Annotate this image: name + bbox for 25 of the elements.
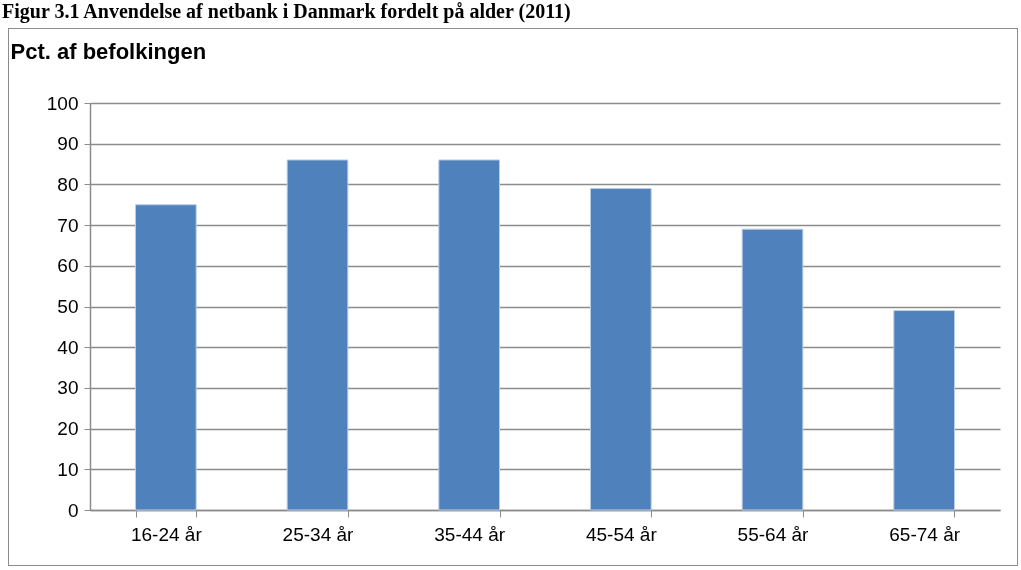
y-tick-label: 20 (57, 418, 79, 440)
y-tick-label: 10 (57, 458, 79, 480)
y-tick-label: 70 (57, 214, 79, 236)
chart-title: Figur 3.1 Anvendelse af netbank i Danmark fordelt på alder (2011) (2, 0, 571, 23)
y-tick-label: 40 (57, 336, 79, 358)
bar (438, 159, 500, 511)
y-tick-label: 50 (57, 296, 79, 317)
y-axis-title: Pct. af befolkingen (10, 38, 207, 64)
x-tick-label: 45-54 år (585, 523, 658, 545)
y-tick-label: 60 (57, 255, 79, 277)
bar (286, 159, 349, 511)
x-tick-label: 16-24 år (130, 523, 203, 545)
bar (590, 187, 652, 511)
y-tick-label: 0 (67, 499, 79, 521)
y-tick-label: 80 (57, 173, 79, 195)
x-tick-label: 55-64 år (737, 523, 810, 545)
x-tick-label: 25-34 år (282, 523, 355, 545)
bar (893, 310, 955, 511)
x-tick-label: 35-44 år (434, 523, 506, 545)
x-tick-label: 65-74 år (889, 523, 961, 545)
y-tick-label: 30 (57, 377, 79, 399)
bar (135, 204, 197, 511)
bar (741, 228, 804, 511)
y-tick-label: 90 (57, 133, 79, 155)
y-tick-label: 100 (46, 92, 79, 114)
